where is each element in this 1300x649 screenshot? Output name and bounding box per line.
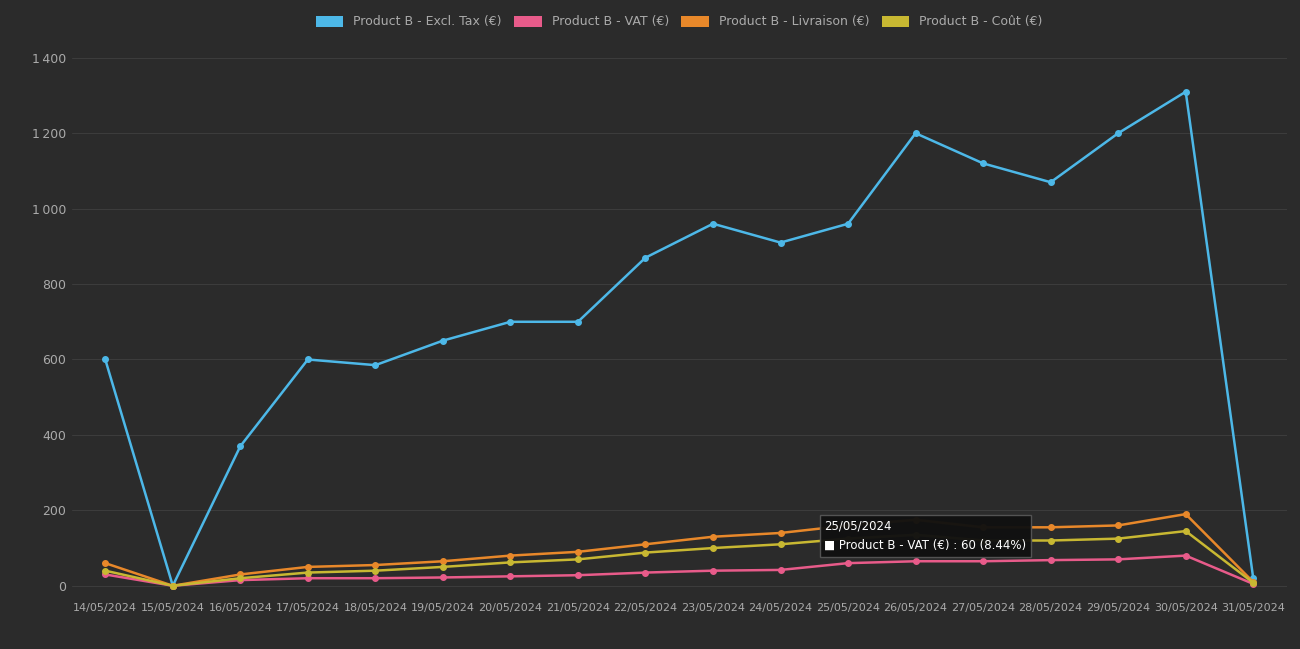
Legend: Product B - Excl. Tax (€), Product B - VAT (€), Product B - Livraison (€), Produ: Product B - Excl. Tax (€), Product B - V… (312, 12, 1046, 32)
Text: 25/05/2024
■ Product B - VAT (€) : 60 (8.44%): 25/05/2024 ■ Product B - VAT (€) : 60 (8… (824, 520, 1027, 552)
